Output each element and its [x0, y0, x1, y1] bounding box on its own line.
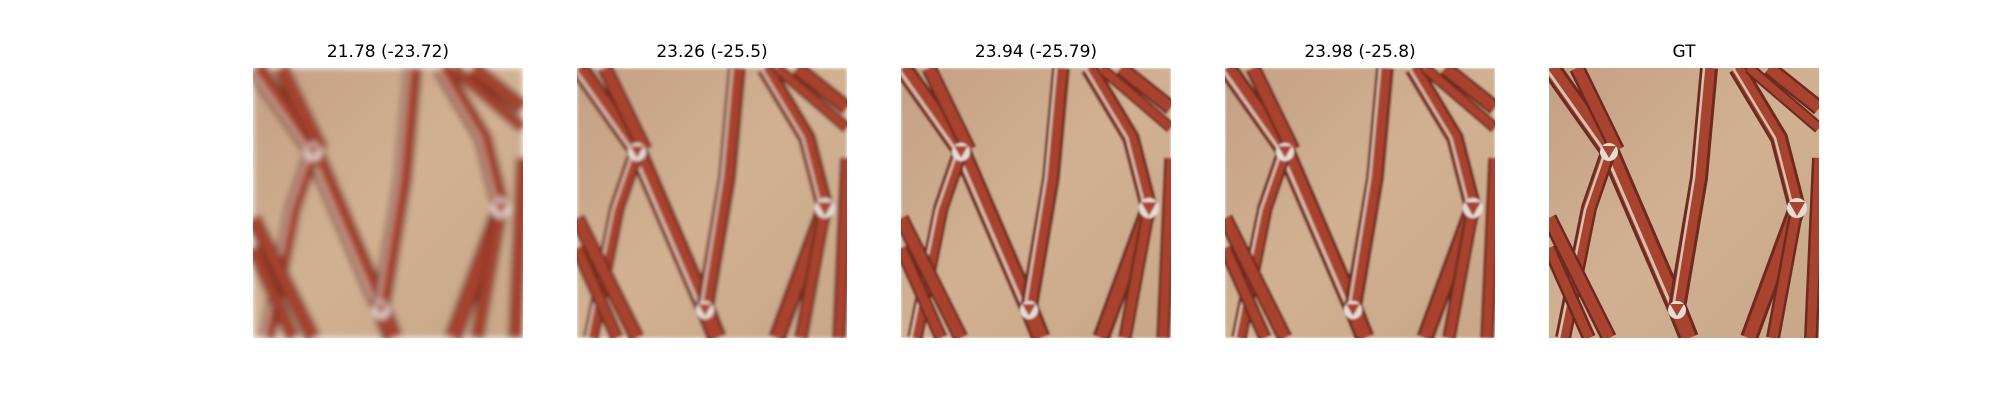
panel-image: [901, 68, 1171, 338]
panel-1: 21.78 (-23.72): [253, 40, 523, 64]
panel-image: [1549, 68, 1819, 338]
panel-5: GT: [1549, 40, 1819, 64]
panel-3: 23.94 (-25.79): [901, 40, 1171, 64]
panel-image: [1225, 68, 1495, 338]
panel-title: 23.94 (-25.79): [974, 42, 1098, 62]
panel-title: 23.26 (-25.5): [656, 42, 768, 62]
panel-image: [253, 68, 523, 338]
panel-2: 23.26 (-25.5): [577, 40, 847, 64]
panel-title: GT: [1672, 42, 1696, 62]
panel-title: 21.78 (-23.72): [326, 42, 450, 62]
panel-image: [577, 68, 847, 338]
panel-title: 23.98 (-25.8): [1304, 42, 1416, 62]
panel-4: 23.98 (-25.8): [1225, 40, 1495, 64]
